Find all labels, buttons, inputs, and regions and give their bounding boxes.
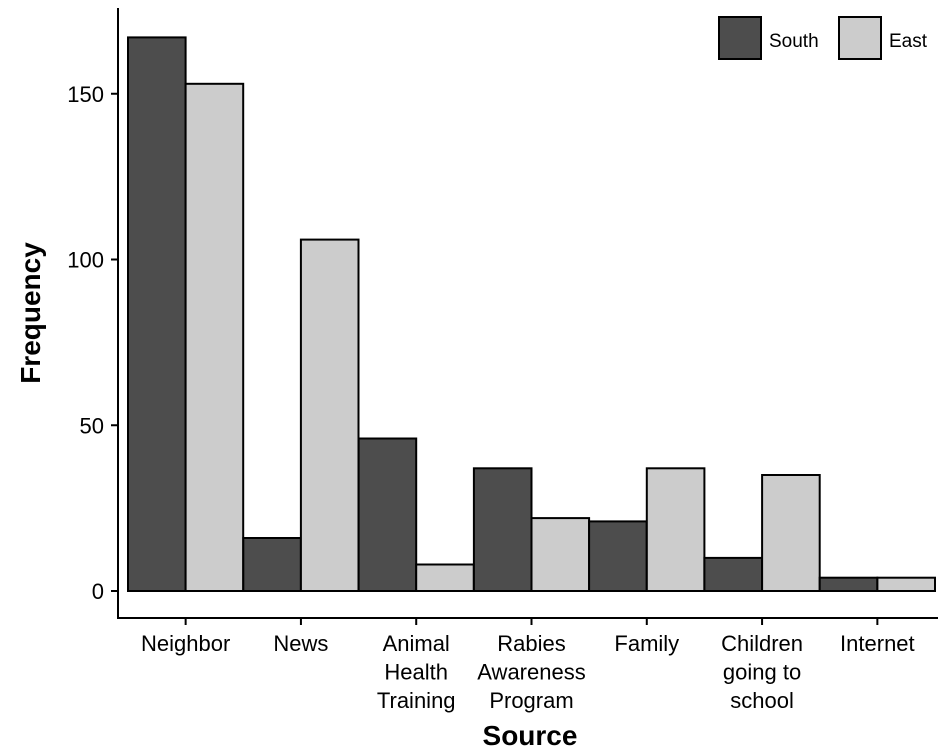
bar-east-neighbor [184,82,245,593]
y-tick-label: 100 [67,248,104,273]
y-ticks-group: 0 50 100 150 [67,82,118,604]
x-tick-label: Animal Health Training [377,631,456,713]
bar-east-animal-health-training [415,563,475,592]
x-tick-label: Children going to school [721,631,803,713]
y-axis-title: Frequency [15,242,46,384]
axes-group [117,8,938,619]
x-ticks-group: Neighbor News Animal Health Training Rabies Aw… [141,618,915,713]
x-tick-label: News [273,631,328,656]
bar-south-news [242,537,302,592]
bar-south-rabies-awareness-program [472,467,533,592]
x-axis-title: Source [483,720,578,750]
y-tick-label: 150 [67,82,104,107]
bars-group [127,36,937,593]
bar-south-children-going-to-school [703,556,764,593]
bar-south-internet [818,576,879,593]
y-tick-label: 50 [80,413,104,438]
bar-east-news [299,238,360,592]
y-tick-label: 0 [92,579,104,604]
bar-south-animal-health-training [357,437,418,592]
legend-label-east: East [889,31,928,52]
legend-label-south: South [769,31,819,52]
bar-south-family [588,520,648,593]
x-tick-label: Internet [840,631,915,656]
bar-south-neighbor [127,36,187,592]
bar-east-children-going-to-school [761,474,821,592]
x-tick-label: Neighbor [141,631,230,656]
legend-swatch-south [718,16,762,60]
bar-east-internet [876,576,937,593]
bar-east-family [645,467,706,592]
legend-swatch-east [838,16,882,60]
x-tick-label: Rabies Awareness Program [477,631,585,713]
bar-east-rabies-awareness-program [530,517,591,592]
legend: South East [718,16,928,60]
x-tick-label: Family [614,631,679,656]
